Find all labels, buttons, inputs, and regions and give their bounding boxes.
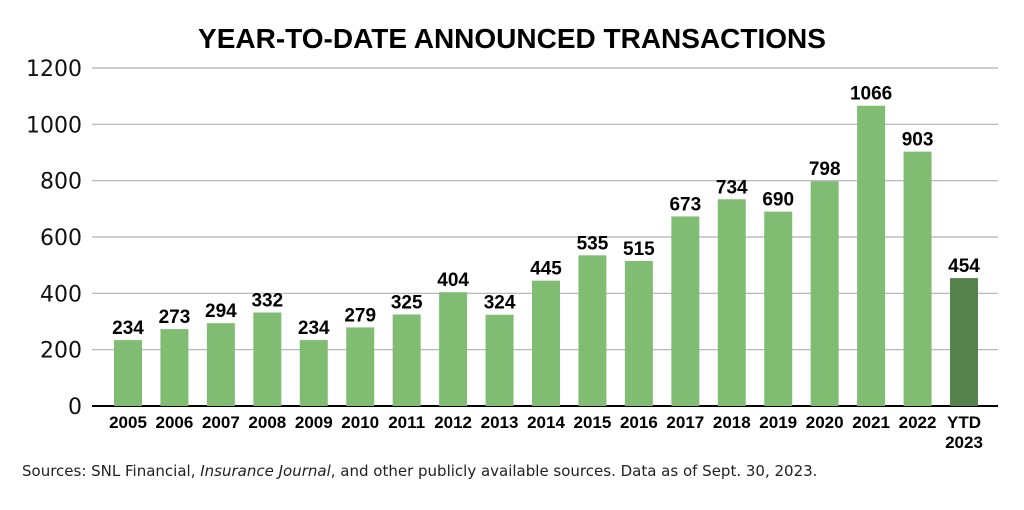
data-label: 445 xyxy=(530,259,562,280)
x-tick-label: 2021 xyxy=(852,413,890,432)
data-label: 690 xyxy=(762,190,794,211)
x-tick-label: 2010 xyxy=(341,413,379,432)
data-label: 734 xyxy=(716,177,748,198)
x-tick-label: 2011 xyxy=(388,413,425,432)
bar xyxy=(532,280,560,406)
x-tick-label: 2014 xyxy=(527,413,565,432)
x-tick-label: 2019 xyxy=(759,413,797,432)
x-tick-label: YTD 2023 xyxy=(945,413,983,452)
y-tick-label: 400 xyxy=(40,282,82,307)
x-tick-label: 2006 xyxy=(156,413,194,432)
chart-title: YEAR-TO-DATE ANNOUNCED TRANSACTIONS xyxy=(198,23,826,54)
x-tick-label: 2016 xyxy=(620,413,658,432)
bar xyxy=(950,278,978,406)
bar xyxy=(717,199,746,406)
x-tick-label: 2012 xyxy=(434,413,472,432)
bar xyxy=(299,340,328,406)
bar xyxy=(206,323,235,406)
source-italic: Insurance Journal xyxy=(200,462,331,480)
data-label: 273 xyxy=(159,307,191,328)
bar xyxy=(903,151,932,406)
y-tick-label: 600 xyxy=(40,226,82,251)
bar xyxy=(346,327,375,406)
bar xyxy=(578,255,607,406)
x-tick-label: 2022 xyxy=(899,413,937,432)
data-label: 673 xyxy=(669,194,701,215)
x-tick-label: 2020 xyxy=(806,413,844,432)
bar xyxy=(810,181,839,406)
y-tick-label: 0 xyxy=(68,395,82,420)
data-label: 332 xyxy=(251,290,283,311)
data-label: 515 xyxy=(623,239,655,260)
data-label: 324 xyxy=(484,293,516,314)
bar xyxy=(671,216,700,406)
data-label: 294 xyxy=(205,301,237,322)
x-tick-label: 2007 xyxy=(202,413,240,432)
x-tick-label: 2009 xyxy=(295,413,333,432)
x-tick-label: 2005 xyxy=(109,413,147,432)
source-suffix: , and other publicly available sources. … xyxy=(330,462,818,480)
y-tick-label: 1000 xyxy=(26,113,82,138)
data-label: 279 xyxy=(344,305,376,326)
data-label: 234 xyxy=(298,318,330,339)
bar xyxy=(392,314,421,406)
data-label: 535 xyxy=(577,233,609,254)
data-label: 798 xyxy=(809,159,841,180)
source-prefix: Sources: SNL Financial, xyxy=(22,462,201,480)
x-tick-label: 2015 xyxy=(574,413,612,432)
bar xyxy=(485,314,514,406)
data-label: 454 xyxy=(948,256,980,277)
y-tick-label: 1200 xyxy=(26,57,82,82)
bar xyxy=(160,329,189,406)
y-tick-label: 800 xyxy=(40,170,82,195)
x-tick-label: 2018 xyxy=(713,413,751,432)
bar xyxy=(857,105,886,406)
bar xyxy=(114,340,142,406)
x-tick-label: 2013 xyxy=(481,413,519,432)
data-label: 234 xyxy=(112,318,144,339)
source-note: Sources: SNL Financial, Insurance Journa… xyxy=(22,462,817,480)
bar xyxy=(624,260,653,406)
bar xyxy=(764,211,793,406)
data-label: 325 xyxy=(391,292,423,313)
data-label: 1066 xyxy=(850,84,892,105)
y-tick-label: 200 xyxy=(40,339,82,364)
data-label: 404 xyxy=(437,270,469,291)
bar xyxy=(439,292,468,406)
x-tick-label: 2017 xyxy=(666,413,704,432)
bar xyxy=(253,312,282,406)
x-tick-label: 2008 xyxy=(248,413,286,432)
data-label: 903 xyxy=(902,130,934,151)
